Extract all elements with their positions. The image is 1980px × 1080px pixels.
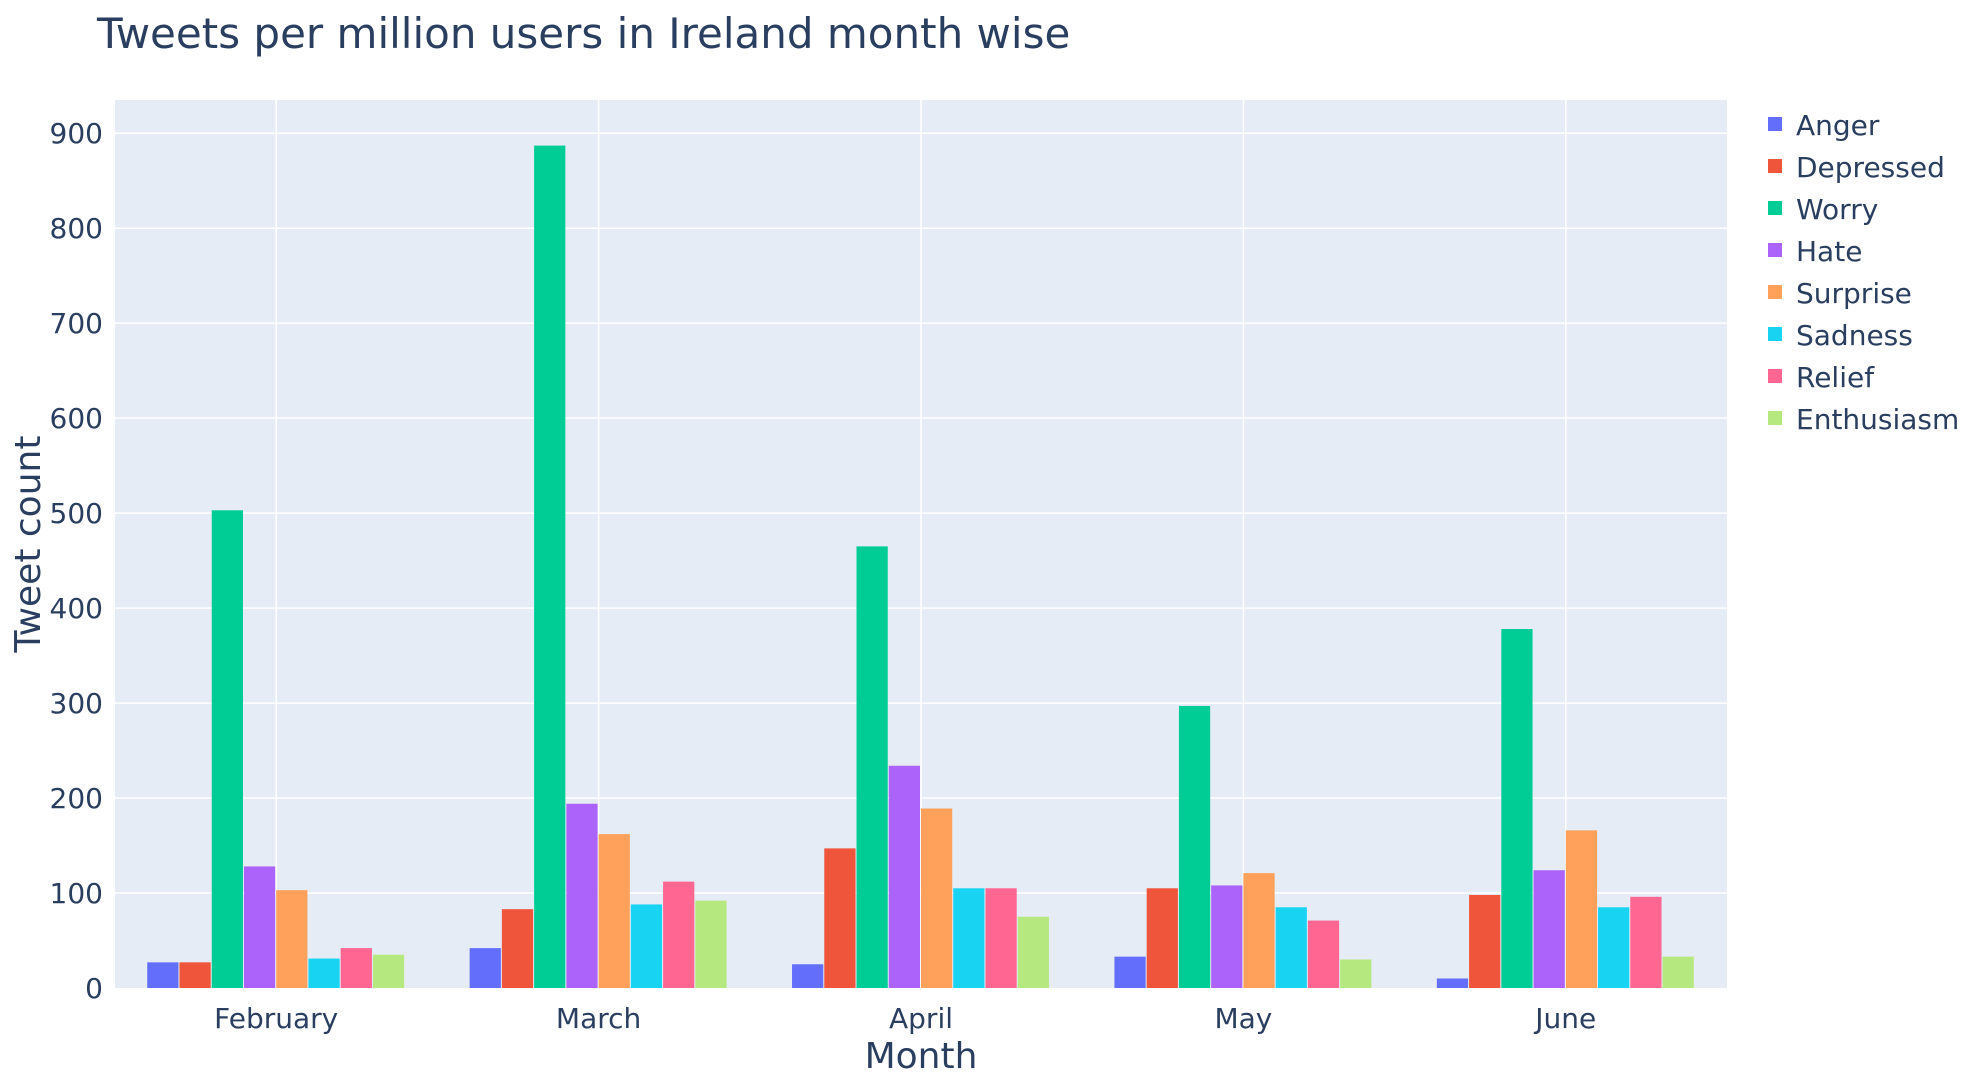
bar-surprise-june[interactable]: [1565, 830, 1598, 988]
bar-sadness-june[interactable]: [1598, 907, 1630, 988]
bar-relief-june[interactable]: [1630, 896, 1662, 988]
bar-worry-february[interactable]: [211, 510, 243, 988]
y-tick-label: 900: [50, 117, 103, 150]
bar-depressed-february[interactable]: [179, 962, 211, 988]
bar-worry-may[interactable]: [1178, 705, 1211, 988]
bar-surprise-february[interactable]: [276, 890, 308, 988]
bar-depressed-april[interactable]: [824, 848, 856, 988]
bar-worry-march[interactable]: [534, 145, 566, 988]
legend-label: Depressed: [1796, 151, 1945, 184]
bar-surprise-may[interactable]: [1243, 873, 1275, 988]
bar-relief-march[interactable]: [663, 881, 695, 988]
bar-relief-may[interactable]: [1307, 920, 1340, 988]
bar-relief-april[interactable]: [985, 888, 1017, 988]
bar-surprise-april[interactable]: [921, 808, 953, 988]
bar-sadness-may[interactable]: [1275, 907, 1307, 988]
bar-hate-march[interactable]: [566, 803, 598, 988]
y-axis-title: Tweet count: [8, 436, 49, 654]
y-tick-label: 200: [50, 782, 103, 815]
legend-swatch: [1768, 243, 1782, 257]
bar-enthusiasm-may[interactable]: [1340, 959, 1372, 988]
y-tick-label: 400: [50, 592, 103, 625]
bar-hate-may[interactable]: [1211, 885, 1243, 988]
bar-anger-april[interactable]: [792, 964, 824, 988]
bar-enthusiasm-february[interactable]: [372, 954, 405, 988]
legend-swatch: [1768, 411, 1782, 425]
y-tick-label: 700: [50, 307, 103, 340]
x-axis-title: Month: [865, 1036, 978, 1077]
bar-sadness-february[interactable]: [308, 958, 340, 988]
legend-swatch: [1768, 369, 1782, 383]
bar-anger-june[interactable]: [1436, 978, 1469, 988]
legend-swatch: [1768, 285, 1782, 299]
legend-label: Enthusiasm: [1796, 403, 1959, 436]
bar-worry-april[interactable]: [856, 546, 888, 988]
bars: [147, 145, 1694, 988]
legend-item-depressed[interactable]: Depressed: [1768, 151, 1945, 184]
bar-enthusiasm-march[interactable]: [695, 900, 727, 988]
chart-title: Tweets per million users in Ireland mont…: [96, 9, 1070, 58]
legend-label: Anger: [1796, 109, 1880, 142]
bar-depressed-june[interactable]: [1469, 894, 1501, 988]
legend-swatch: [1768, 117, 1782, 131]
legend-swatch: [1768, 327, 1782, 341]
y-axis-ticks: 0 100 200 300 400 500 600 700 800 900: [50, 117, 103, 1005]
bar-sadness-april[interactable]: [953, 888, 985, 988]
y-tick-label: 500: [50, 497, 103, 530]
bar-hate-june[interactable]: [1533, 870, 1565, 988]
x-tick-label: March: [556, 1002, 641, 1035]
x-axis-ticks: February March April May June: [214, 1002, 1596, 1035]
legend-item-surprise[interactable]: Surprise: [1768, 277, 1912, 310]
bar-anger-may[interactable]: [1114, 956, 1146, 988]
legend-label: Surprise: [1796, 277, 1912, 310]
bar-hate-april[interactable]: [888, 765, 920, 988]
bar-enthusiasm-april[interactable]: [1017, 916, 1049, 988]
legend-label: Worry: [1796, 193, 1878, 226]
legend-label: Hate: [1796, 235, 1862, 268]
bar-surprise-march[interactable]: [598, 834, 630, 988]
bar-worry-june[interactable]: [1501, 629, 1533, 988]
x-tick-label: February: [214, 1002, 338, 1035]
x-tick-label: April: [889, 1002, 953, 1035]
legend-item-hate[interactable]: Hate: [1768, 235, 1862, 268]
y-tick-label: 800: [50, 212, 103, 245]
x-tick-label: May: [1214, 1002, 1272, 1035]
legend-item-worry[interactable]: Worry: [1768, 193, 1878, 226]
bar-depressed-may[interactable]: [1146, 888, 1178, 988]
bar-anger-march[interactable]: [469, 948, 501, 988]
bar-anger-february[interactable]: [147, 962, 179, 988]
y-tick-label: 300: [50, 687, 103, 720]
bar-hate-february[interactable]: [243, 866, 276, 988]
legend-label: Relief: [1796, 361, 1875, 394]
legend-item-relief[interactable]: Relief: [1768, 361, 1875, 394]
legend[interactable]: Anger Depressed Worry Hate Surprise Sadness Re…: [1768, 109, 1959, 436]
bar-depressed-march[interactable]: [501, 909, 534, 988]
bar-sadness-march[interactable]: [630, 904, 663, 988]
y-tick-label: 600: [50, 402, 103, 435]
bar-relief-february[interactable]: [340, 948, 372, 988]
y-tick-label: 0: [85, 972, 103, 1005]
legend-item-sadness[interactable]: Sadness: [1768, 319, 1913, 352]
x-tick-label: June: [1533, 1002, 1596, 1035]
legend-swatch: [1768, 159, 1782, 173]
legend-item-enthusiasm[interactable]: Enthusiasm: [1768, 403, 1959, 436]
y-tick-label: 100: [50, 877, 103, 910]
legend-label: Sadness: [1796, 319, 1913, 352]
bar-enthusiasm-june[interactable]: [1662, 956, 1694, 988]
legend-swatch: [1768, 201, 1782, 215]
legend-item-anger[interactable]: Anger: [1768, 109, 1880, 142]
